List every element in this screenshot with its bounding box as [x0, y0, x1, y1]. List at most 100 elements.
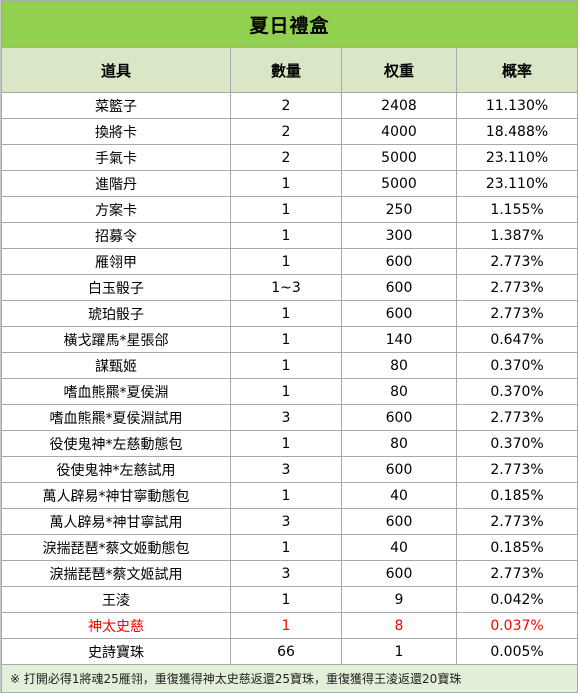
- cell-weight[interactable]: 5000: [341, 144, 457, 171]
- table-row: 菜籃子 2 2408 11.130%: [1, 92, 578, 119]
- cell-weight[interactable]: 2408: [341, 92, 457, 119]
- cell-probability[interactable]: 0.037%: [455, 612, 578, 639]
- cell-probability[interactable]: 0.005%: [455, 638, 578, 665]
- cell-weight[interactable]: 600: [341, 248, 457, 275]
- cell-probability[interactable]: 11.130%: [455, 92, 578, 119]
- cell-weight[interactable]: 5000: [341, 170, 457, 197]
- cell-item[interactable]: 雁翎甲: [1, 248, 231, 275]
- cell-weight[interactable]: 80: [341, 378, 457, 405]
- cell-probability[interactable]: 0.370%: [455, 352, 578, 379]
- cell-weight[interactable]: 8: [341, 612, 457, 639]
- cell-probability[interactable]: 2.773%: [455, 456, 578, 483]
- cell-item[interactable]: 萬人辟易*神甘寧試用: [1, 508, 231, 535]
- table-row: 萬人辟易*神甘寧試用 3 600 2.773%: [1, 508, 578, 535]
- cell-weight[interactable]: 300: [341, 222, 457, 249]
- cell-weight[interactable]: 600: [341, 456, 457, 483]
- cell-item[interactable]: 萬人辟易*神甘寧動態包: [1, 482, 231, 509]
- cell-item[interactable]: 淚揣琵琶*蔡文姬動態包: [1, 534, 231, 561]
- cell-quantity[interactable]: 1: [230, 534, 342, 561]
- cell-weight[interactable]: 600: [341, 560, 457, 587]
- header-probability[interactable]: 概率: [455, 47, 578, 93]
- cell-quantity[interactable]: 2: [230, 118, 342, 145]
- cell-probability[interactable]: 0.370%: [455, 378, 578, 405]
- cell-probability[interactable]: 23.110%: [455, 144, 578, 171]
- cell-probability[interactable]: 1.155%: [455, 196, 578, 223]
- cell-item[interactable]: 招募令: [1, 222, 231, 249]
- table-row: 神太史慈 1 8 0.037%: [1, 612, 578, 639]
- cell-item[interactable]: 嗜血熊羆*夏侯淵試用: [1, 404, 231, 431]
- cell-item[interactable]: 謀甄姬: [1, 352, 231, 379]
- cell-weight[interactable]: 9: [341, 586, 457, 613]
- cell-weight[interactable]: 80: [341, 352, 457, 379]
- footer-note[interactable]: ※ 打開必得1將魂25雁翎，重復獲得神太史慈返還25寶珠，重復獲得王淩返還20寶…: [0, 664, 578, 693]
- cell-weight[interactable]: 40: [341, 534, 457, 561]
- cell-quantity[interactable]: 1~3: [230, 274, 342, 301]
- cell-item[interactable]: 換將卡: [1, 118, 231, 145]
- cell-item[interactable]: 手氣卡: [1, 144, 231, 171]
- cell-weight[interactable]: 600: [341, 274, 457, 301]
- cell-item[interactable]: 王淩: [1, 586, 231, 613]
- cell-probability[interactable]: 0.185%: [455, 482, 578, 509]
- cell-quantity[interactable]: 3: [230, 456, 342, 483]
- cell-probability[interactable]: 0.647%: [455, 326, 578, 353]
- cell-quantity[interactable]: 1: [230, 430, 342, 457]
- cell-probability[interactable]: 1.387%: [455, 222, 578, 249]
- cell-weight[interactable]: 4000: [341, 118, 457, 145]
- cell-item[interactable]: 琥珀骰子: [1, 300, 231, 327]
- cell-probability[interactable]: 2.773%: [455, 248, 578, 275]
- cell-item[interactable]: 役使鬼神*左慈動態包: [1, 430, 231, 457]
- cell-probability[interactable]: 0.185%: [455, 534, 578, 561]
- cell-probability[interactable]: 2.773%: [455, 508, 578, 535]
- cell-quantity[interactable]: 1: [230, 482, 342, 509]
- header-item[interactable]: 道具: [1, 47, 231, 93]
- cell-weight[interactable]: 40: [341, 482, 457, 509]
- cell-probability[interactable]: 2.773%: [455, 560, 578, 587]
- cell-item[interactable]: 菜籃子: [1, 92, 231, 119]
- cell-item[interactable]: 橫戈躍馬*星張郃: [1, 326, 231, 353]
- cell-item[interactable]: 役使鬼神*左慈試用: [1, 456, 231, 483]
- cell-item[interactable]: 嗜血熊羆*夏侯淵: [1, 378, 231, 405]
- cell-probability[interactable]: 2.773%: [455, 404, 578, 431]
- cell-weight[interactable]: 600: [341, 300, 457, 327]
- cell-quantity[interactable]: 1: [230, 612, 342, 639]
- table-title[interactable]: 夏日禮盒: [0, 0, 578, 48]
- cell-quantity[interactable]: 66: [230, 638, 342, 665]
- cell-probability[interactable]: 0.370%: [455, 430, 578, 457]
- cell-quantity[interactable]: 1: [230, 586, 342, 613]
- cell-quantity[interactable]: 3: [230, 404, 342, 431]
- cell-quantity[interactable]: 3: [230, 560, 342, 587]
- cell-item[interactable]: 史詩寶珠: [1, 638, 231, 665]
- cell-quantity[interactable]: 1: [230, 248, 342, 275]
- cell-item[interactable]: 神太史慈: [1, 612, 231, 639]
- cell-item[interactable]: 淚揣琵琶*蔡文姬試用: [1, 560, 231, 587]
- cell-quantity[interactable]: 1: [230, 170, 342, 197]
- cell-weight[interactable]: 140: [341, 326, 457, 353]
- cell-weight[interactable]: 600: [341, 404, 457, 431]
- table-row: 萬人辟易*神甘寧動態包 1 40 0.185%: [1, 482, 578, 509]
- table-row: 方案卡 1 250 1.155%: [1, 196, 578, 223]
- cell-quantity[interactable]: 1: [230, 222, 342, 249]
- cell-probability[interactable]: 0.042%: [455, 586, 578, 613]
- cell-item[interactable]: 方案卡: [1, 196, 231, 223]
- cell-probability[interactable]: 23.110%: [455, 170, 578, 197]
- cell-quantity[interactable]: 1: [230, 378, 342, 405]
- cell-quantity[interactable]: 1: [230, 326, 342, 353]
- cell-probability[interactable]: 2.773%: [455, 274, 578, 301]
- cell-weight[interactable]: 1: [341, 638, 457, 665]
- cell-item[interactable]: 白玉骰子: [1, 274, 231, 301]
- cell-weight[interactable]: 250: [341, 196, 457, 223]
- cell-quantity[interactable]: 1: [230, 196, 342, 223]
- cell-weight[interactable]: 600: [341, 508, 457, 535]
- cell-quantity[interactable]: 2: [230, 144, 342, 171]
- cell-quantity[interactable]: 3: [230, 508, 342, 535]
- header-weight[interactable]: 权重: [341, 47, 457, 93]
- cell-probability[interactable]: 18.488%: [455, 118, 578, 145]
- cell-quantity[interactable]: 1: [230, 352, 342, 379]
- cell-probability[interactable]: 2.773%: [455, 300, 578, 327]
- title-row: 夏日禮盒: [0, 0, 578, 48]
- cell-item[interactable]: 進階丹: [1, 170, 231, 197]
- header-quantity[interactable]: 數量: [230, 47, 342, 93]
- cell-quantity[interactable]: 2: [230, 92, 342, 119]
- cell-quantity[interactable]: 1: [230, 300, 342, 327]
- cell-weight[interactable]: 80: [341, 430, 457, 457]
